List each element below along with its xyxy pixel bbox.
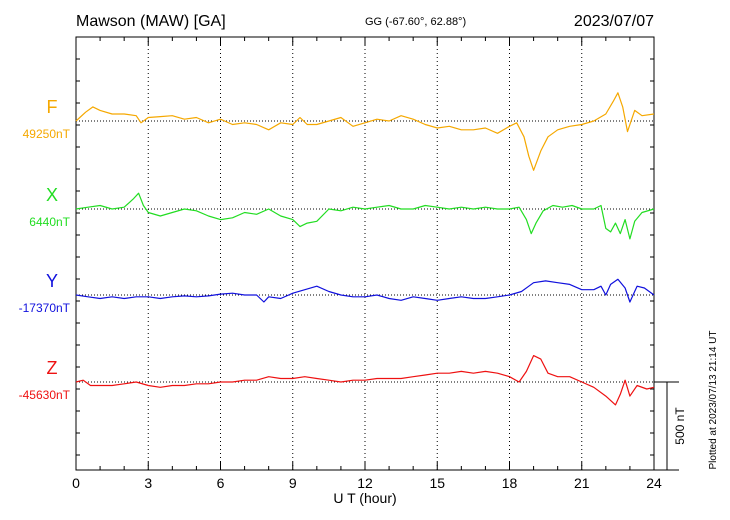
series-line-f [75,92,655,171]
x-tick-label: 0 [72,475,80,491]
x-tick-label: 12 [357,475,373,491]
x-axis-label: U T (hour) [333,490,396,506]
x-tick-label: 24 [646,475,662,491]
baseline-value-f: 49250nT [23,127,71,141]
x-tick-label: 15 [429,475,445,491]
x-tick-label: 21 [574,475,590,491]
component-label-z: Z [47,358,58,378]
component-label-x: X [46,185,58,205]
plotted-at-note: Plotted at 2023/07/13 21:14 UT [708,331,719,470]
series-line-z [75,355,655,406]
series-line-x [75,192,655,240]
baseline-layer [76,120,654,383]
tick-layer: 0 3 6 9 12 15 18 21 24 [72,36,662,491]
component-label-layer: F 49250nT X 6440nT Y -17370nT Z -45630nT [19,97,71,402]
grid-layer [147,37,583,470]
component-label-f: F [47,97,58,117]
x-tick-label: 3 [144,475,152,491]
scale-bar: 500 nT [654,381,687,471]
baseline-value-y: -17370nT [19,301,71,315]
baseline-value-x: 6440nT [29,215,70,229]
station-title: Mawson (MAW) [GA] [76,13,226,30]
station-coordinates: GG (-67.60°, 62.88°) [365,16,466,28]
scale-bar-label: 500 nT [673,407,687,445]
x-tick-label: 9 [289,475,297,491]
series-layer [75,92,655,406]
series-line-y [75,278,655,303]
x-tick-label: 18 [502,475,518,491]
x-tick-label: 6 [217,475,225,491]
component-label-y: Y [46,271,58,291]
chart-date: 2023/07/07 [574,13,654,30]
baseline-value-z: -45630nT [19,388,71,402]
